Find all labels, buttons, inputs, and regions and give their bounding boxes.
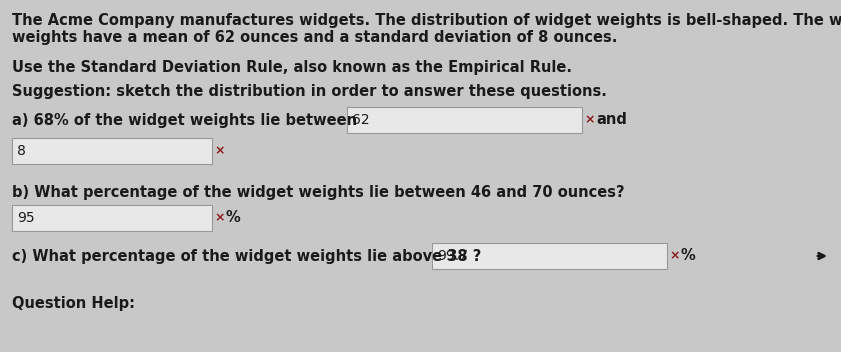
Text: and: and	[596, 113, 627, 127]
Text: ×: ×	[584, 113, 595, 126]
Text: ×: ×	[214, 212, 225, 225]
Text: The Acme Company manufactures widgets. The distribution of widget weights is bel: The Acme Company manufactures widgets. T…	[12, 13, 841, 28]
Text: 99.7: 99.7	[437, 249, 468, 263]
Text: Use the Standard Deviation Rule, also known as the Empirical Rule.: Use the Standard Deviation Rule, also kn…	[12, 60, 572, 75]
Text: 62: 62	[352, 113, 370, 127]
Text: c) What percentage of the widget weights lie above 38 ?: c) What percentage of the widget weights…	[12, 249, 481, 264]
Text: a) 68% of the widget weights lie between: a) 68% of the widget weights lie between	[12, 113, 357, 127]
Text: 8: 8	[17, 144, 26, 158]
Text: ×: ×	[669, 250, 680, 263]
FancyBboxPatch shape	[432, 243, 667, 269]
Text: weights have a mean of 62 ounces and a standard deviation of 8 ounces.: weights have a mean of 62 ounces and a s…	[12, 30, 617, 45]
Text: %: %	[226, 210, 241, 226]
Text: ×: ×	[214, 145, 225, 157]
Text: Question Help:: Question Help:	[12, 296, 135, 311]
Text: b) What percentage of the widget weights lie between 46 and 70 ounces?: b) What percentage of the widget weights…	[12, 186, 625, 201]
Text: 95: 95	[17, 211, 34, 225]
FancyBboxPatch shape	[12, 205, 212, 231]
FancyBboxPatch shape	[12, 138, 212, 164]
Text: Suggestion: sketch the distribution in order to answer these questions.: Suggestion: sketch the distribution in o…	[12, 84, 607, 99]
FancyBboxPatch shape	[347, 107, 582, 133]
Text: %: %	[681, 249, 696, 264]
